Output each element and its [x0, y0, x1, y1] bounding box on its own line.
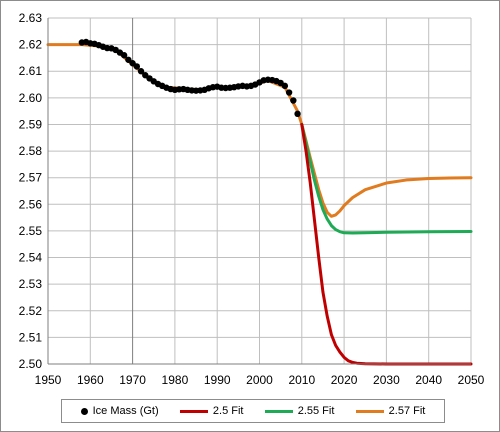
y-tick-label: 2.57: [19, 171, 43, 185]
data-point: [290, 97, 297, 104]
x-tick-label: 1980: [162, 373, 189, 387]
y-tick-label: 2.54: [19, 251, 43, 265]
legend-label: 2.55 Fit: [297, 405, 335, 417]
legend-label: Ice Mass (Gt): [92, 405, 159, 417]
legend-line-marker-icon: [264, 409, 293, 413]
chart-svg: 2.50 2.51 2.52 2.53 2.54 2.55 2.56 2.57 2.58 2.59…: [19, 11, 485, 387]
series-line-2-55-fit: [300, 122, 473, 235]
legend-dot-marker-icon: [80, 407, 88, 415]
grid-layer: [47, 17, 472, 365]
legend-item-2-57-fit: 2.57 Fit: [355, 405, 426, 417]
data-point: [120, 52, 128, 59]
x-tick-label: 1970: [119, 373, 146, 387]
legend-item-2-5-fit: 2.5 Fit: [179, 405, 244, 417]
x-tick-label: 1990: [204, 373, 231, 387]
y-tick-label: 2.51: [19, 330, 43, 344]
legend-line-marker-icon: [179, 409, 208, 413]
y-tick-label: 2.60: [19, 91, 43, 105]
data-point: [281, 82, 289, 90]
data-point: [137, 68, 145, 75]
y-tick-label: 2.62: [19, 38, 43, 52]
x-tick-label: 1960: [77, 373, 104, 387]
y-tick-label: 2.53: [19, 277, 43, 291]
data-point: [133, 63, 141, 70]
data-point: [294, 110, 301, 118]
x-tick-label: 2020: [331, 373, 358, 387]
y-tick-label: 2.63: [19, 11, 43, 25]
x-tick-label: 2010: [288, 373, 315, 387]
x-tick-label: 1950: [35, 373, 62, 387]
y-tick-label: 2.61: [19, 64, 43, 78]
y-tick-label: 2.52: [19, 304, 43, 318]
legend-item-2-55-fit: 2.55 Fit: [264, 405, 335, 417]
legend-item-ice-mass: Ice Mass (Gt): [80, 405, 159, 417]
legend: Ice Mass (Gt) 2.5 Fit 2.55 Fit 2.57 Fit: [61, 399, 445, 423]
data-point: [285, 89, 293, 96]
axis-layer: 2.50 2.51 2.52 2.53 2.54 2.55 2.56 2.57 2.58 2.59…: [19, 11, 485, 387]
series-layer: [46, 38, 473, 366]
legend-label: 2.57 Fit: [388, 405, 426, 417]
x-tick-label: 2030: [373, 373, 400, 387]
data-point: [125, 56, 132, 63]
legend-label: 2.5 Fit: [212, 405, 244, 417]
y-tick-label: 2.55: [19, 224, 43, 238]
legend-line-marker-icon: [355, 409, 384, 413]
y-tick-label: 2.58: [19, 144, 43, 158]
x-tick-label: 2000: [246, 373, 273, 387]
y-tick-label: 2.56: [19, 197, 43, 211]
x-tick-label: 2040: [415, 373, 442, 387]
y-tick-label: 2.50: [19, 357, 43, 371]
x-tick-label: 2050: [458, 373, 485, 387]
y-tick-label: 2.59: [19, 117, 43, 131]
